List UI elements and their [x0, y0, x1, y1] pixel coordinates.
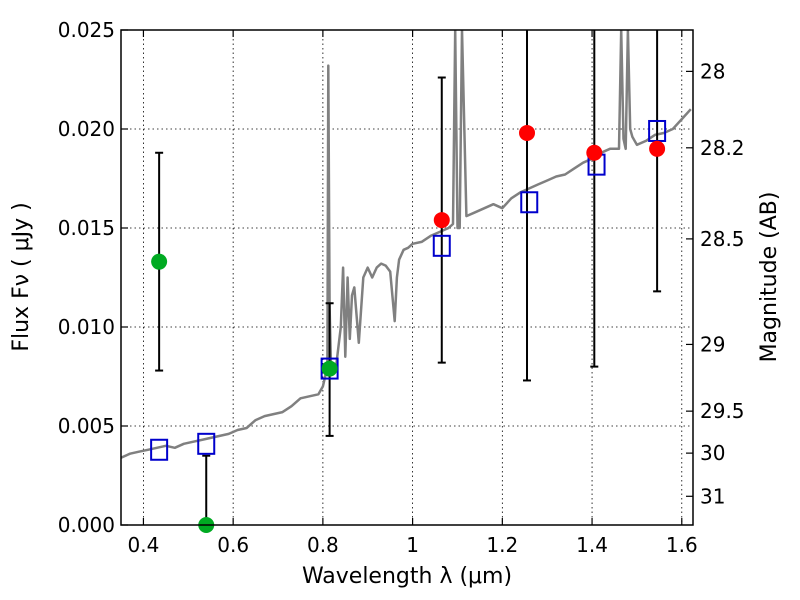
detection-point [519, 124, 536, 141]
mag-tick-label: 30 [700, 441, 725, 465]
model-photometry-point [197, 432, 216, 455]
errorbar-layer [155, 30, 662, 525]
model-photometry-point [432, 234, 451, 257]
y2-axis-label: Magnitude (AB) [757, 192, 782, 363]
y-tick-label: 0.010 [58, 315, 115, 339]
x-axis-label: Wavelength λ (μm) [302, 564, 512, 589]
detection-point [433, 212, 450, 229]
y-tick-label: 0.000 [58, 513, 115, 537]
y-tick-label: 0.025 [58, 18, 115, 42]
ticks-layer [121, 29, 693, 526]
model-photometry-point [150, 438, 169, 461]
x-tick-label: 1.6 [666, 533, 698, 557]
x-tick-label: 0.8 [307, 533, 339, 557]
y-axis-label: Flux Fν ( μJy ) [9, 202, 34, 351]
model-photometry-point [520, 191, 539, 214]
y-tick-label: 0.020 [58, 117, 115, 141]
tick-labels: 0.4 0.6 0.8 1 1.2 1.4 1.6 0.000 0.005 0.010 0.015 0… [58, 18, 745, 557]
x-tick-label: 1 [406, 533, 419, 557]
mag-tick-label: 28.5 [700, 227, 745, 251]
y-tick-label: 0.015 [58, 216, 115, 240]
detection-point [586, 144, 603, 161]
x-tick-label: 0.6 [217, 533, 249, 557]
mag-tick-label: 29 [700, 332, 725, 356]
detection-point [649, 140, 666, 157]
low-significance-point [321, 360, 338, 377]
x-tick-label: 1.4 [576, 533, 608, 557]
mag-tick-label: 28.2 [700, 136, 745, 160]
low-significance-point [151, 253, 168, 270]
y-tick-label: 0.005 [58, 414, 115, 438]
x-tick-label: 0.4 [128, 533, 160, 557]
mag-tick-label: 28 [700, 59, 725, 83]
mag-tick-label: 31 [700, 484, 725, 508]
plot-frame [120, 29, 694, 526]
mag-tick-label: 29.5 [700, 399, 745, 423]
marker-layer [150, 119, 667, 533]
x-tick-label: 1.2 [486, 533, 518, 557]
